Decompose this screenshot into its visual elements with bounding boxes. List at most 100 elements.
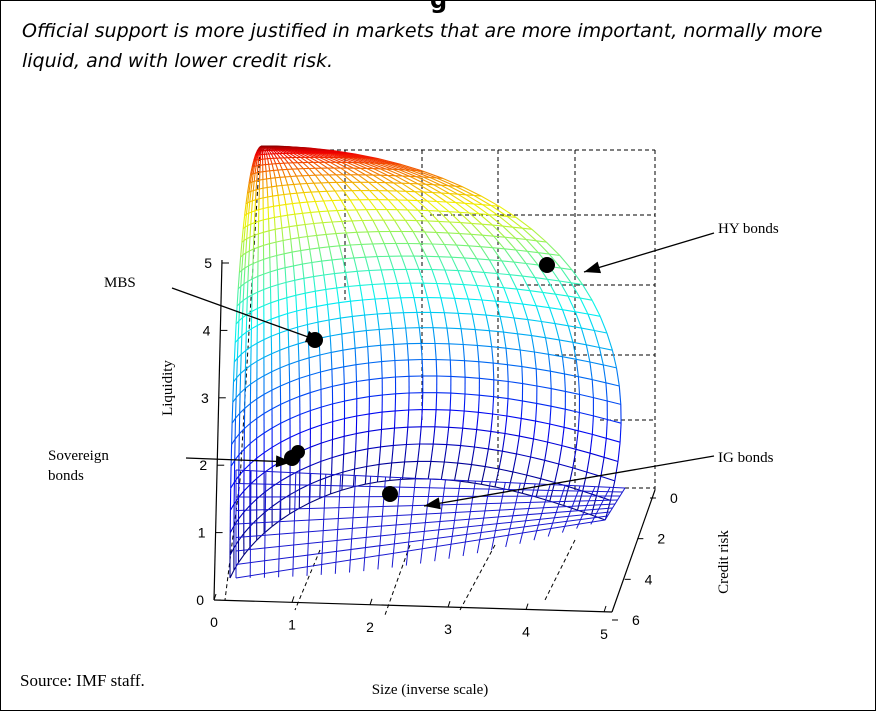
mesh-line xyxy=(407,359,410,377)
mesh-line xyxy=(491,346,494,364)
mesh-line xyxy=(235,503,616,525)
mesh-line xyxy=(581,327,595,332)
mesh-line xyxy=(443,312,448,329)
mesh-line xyxy=(282,153,289,159)
mesh-line xyxy=(344,433,357,437)
mesh-line xyxy=(438,210,450,223)
mesh-line xyxy=(374,297,388,300)
mesh-line xyxy=(379,429,383,447)
mesh-line xyxy=(460,445,475,448)
mesh-line xyxy=(245,328,252,333)
mesh-line xyxy=(243,226,246,241)
mesh-line xyxy=(599,346,613,351)
mesh-line xyxy=(436,201,450,213)
mesh-line xyxy=(538,252,550,255)
mesh-line xyxy=(297,323,308,328)
mesh-line xyxy=(289,395,300,401)
mesh-line xyxy=(611,350,618,369)
mesh-line xyxy=(341,333,344,351)
mesh-line xyxy=(309,479,321,485)
mesh-line xyxy=(381,427,395,430)
mesh-line xyxy=(547,423,551,443)
mesh-line xyxy=(414,461,419,479)
mesh-line xyxy=(449,283,456,299)
mesh-line xyxy=(233,357,238,363)
mesh-line xyxy=(255,154,258,161)
mesh-line xyxy=(419,426,422,445)
mesh-line xyxy=(372,243,378,257)
mesh-line xyxy=(554,323,560,341)
mesh-line xyxy=(450,375,466,378)
mesh-line xyxy=(287,184,291,194)
mesh-line xyxy=(416,176,434,186)
mesh-line xyxy=(366,448,369,467)
mesh-line xyxy=(322,221,333,224)
mesh-line xyxy=(522,275,531,291)
mesh-line xyxy=(509,302,523,305)
mesh-line xyxy=(582,471,588,492)
mesh-line xyxy=(393,269,398,284)
mesh-line xyxy=(299,502,310,509)
mesh-line xyxy=(333,273,338,288)
mesh-line xyxy=(280,475,291,482)
figure-caption: Official support is more justified in ma… xyxy=(22,20,823,72)
mesh-line xyxy=(522,227,537,242)
mesh-line xyxy=(352,162,368,170)
mesh-line xyxy=(464,393,480,396)
mesh-line xyxy=(252,260,259,265)
x-tick-label: 4 xyxy=(522,624,530,640)
mesh-line xyxy=(270,177,276,179)
mesh-line xyxy=(257,305,265,310)
mesh-line xyxy=(482,204,492,207)
mesh-line xyxy=(463,257,472,272)
mesh-line xyxy=(482,204,499,216)
mesh-line xyxy=(519,483,536,544)
mesh-line xyxy=(536,240,550,255)
mesh-line xyxy=(313,276,316,292)
mesh-line xyxy=(341,221,347,234)
mesh-line xyxy=(386,168,403,177)
mesh-line xyxy=(376,182,389,192)
mesh-line xyxy=(247,265,250,282)
mesh-line xyxy=(239,388,246,394)
mesh-line xyxy=(250,173,252,176)
mesh-line xyxy=(340,199,348,211)
mesh-line xyxy=(430,444,434,462)
mesh-line xyxy=(457,270,472,272)
mesh-line xyxy=(555,293,569,297)
mesh-line xyxy=(433,443,447,446)
mesh-line xyxy=(455,185,463,188)
mesh-line xyxy=(279,346,289,351)
mesh-line xyxy=(345,232,351,246)
mesh-line xyxy=(394,175,411,184)
mesh-line xyxy=(301,175,308,184)
mesh-line xyxy=(355,433,357,452)
mesh-line xyxy=(283,193,291,196)
mesh-line xyxy=(283,194,287,205)
mesh-line xyxy=(249,200,253,203)
mesh-line xyxy=(236,339,239,359)
mesh-line xyxy=(300,156,309,163)
mesh-line xyxy=(504,248,517,251)
mesh-line xyxy=(476,481,491,554)
mesh-line xyxy=(238,448,245,456)
mesh-line xyxy=(289,360,300,365)
mesh-line xyxy=(498,468,514,473)
mesh-line xyxy=(541,320,556,325)
mesh-line xyxy=(463,360,466,378)
mesh-line xyxy=(561,356,566,374)
mesh-line xyxy=(367,344,381,348)
mesh-line xyxy=(526,262,538,266)
mesh-line xyxy=(515,237,528,252)
mesh-line xyxy=(229,547,235,556)
mesh-line xyxy=(426,200,440,212)
mesh-line xyxy=(315,200,324,203)
mesh-line xyxy=(335,182,344,192)
mesh-line xyxy=(278,193,284,196)
mesh-line xyxy=(319,354,322,373)
mesh-line xyxy=(561,445,577,450)
mesh-line xyxy=(448,211,461,223)
mesh-line xyxy=(237,272,240,289)
mesh-line xyxy=(284,267,287,283)
mesh-line xyxy=(388,256,395,270)
